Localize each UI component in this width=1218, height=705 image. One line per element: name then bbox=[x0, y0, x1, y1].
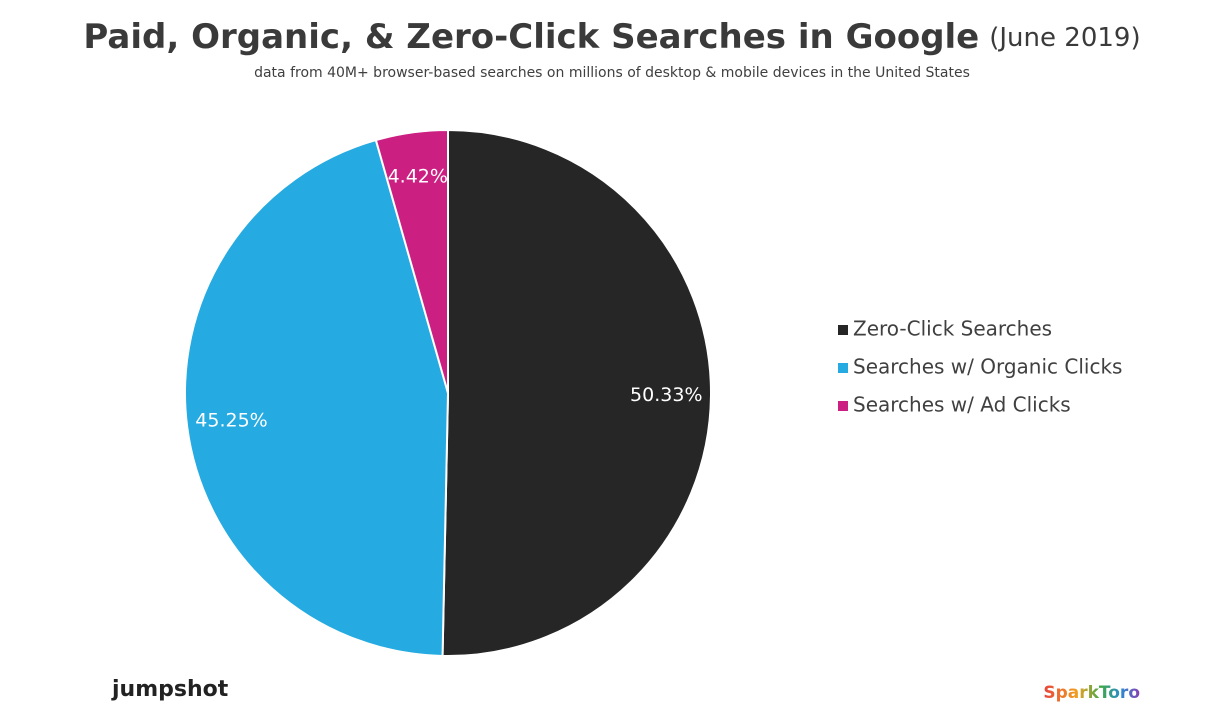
legend-label: Zero-Click Searches bbox=[853, 317, 1052, 341]
legend-label: Searches w/ Organic Clicks bbox=[853, 355, 1122, 379]
legend-swatch bbox=[838, 325, 848, 335]
chart-title-note: (June 2019) bbox=[989, 23, 1140, 53]
pie-slice bbox=[441, 128, 713, 657]
pie-slice bbox=[184, 138, 450, 657]
pie: 50.33% 45.25% 4.42% bbox=[184, 128, 713, 657]
legend: Zero-Click Searches Searches w/ Organic C… bbox=[838, 317, 1122, 417]
data-label: 4.42% bbox=[388, 165, 448, 187]
logo: jumpshot bbox=[111, 677, 229, 702]
logo: SparkToro bbox=[1043, 683, 1140, 703]
chart-title-line: Paid, Organic, & Zero-Click Searches in … bbox=[83, 17, 1140, 57]
chart-title: Paid, Organic, & Zero-Click Searches in … bbox=[83, 17, 979, 57]
chart-subtitle: data from 40M+ browser-based searches on… bbox=[254, 65, 970, 81]
legend-swatch bbox=[838, 363, 848, 373]
data-label: 50.33% bbox=[630, 384, 702, 406]
data-label: 45.25% bbox=[195, 409, 267, 431]
legend-label: Searches w/ Ad Clicks bbox=[853, 393, 1071, 417]
legend-swatch bbox=[838, 401, 848, 411]
pie-slice bbox=[374, 128, 449, 394]
